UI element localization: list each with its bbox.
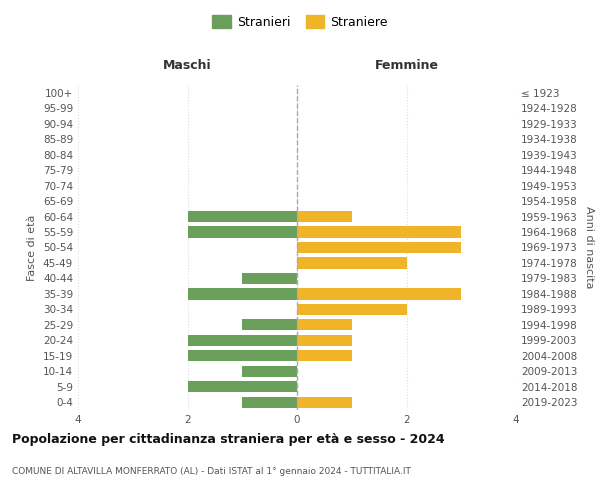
- Bar: [297, 288, 461, 300]
- Y-axis label: Fasce di età: Fasce di età: [28, 214, 37, 280]
- Bar: [297, 396, 352, 408]
- Bar: [242, 320, 297, 330]
- Bar: [188, 350, 297, 362]
- Bar: [297, 320, 352, 330]
- Bar: [188, 335, 297, 346]
- Bar: [297, 304, 407, 315]
- Bar: [188, 211, 297, 222]
- Text: Maschi: Maschi: [163, 60, 212, 72]
- Bar: [242, 366, 297, 377]
- Text: Femmine: Femmine: [374, 60, 439, 72]
- Bar: [188, 288, 297, 300]
- Text: Popolazione per cittadinanza straniera per età e sesso - 2024: Popolazione per cittadinanza straniera p…: [12, 432, 445, 446]
- Legend: Stranieri, Straniere: Stranieri, Straniere: [208, 11, 392, 32]
- Bar: [242, 396, 297, 408]
- Bar: [188, 226, 297, 237]
- Bar: [297, 242, 461, 253]
- Bar: [297, 258, 407, 268]
- Y-axis label: Anni di nascita: Anni di nascita: [584, 206, 594, 288]
- Bar: [297, 226, 461, 237]
- Bar: [297, 350, 352, 362]
- Bar: [297, 211, 352, 222]
- Bar: [188, 381, 297, 392]
- Bar: [242, 273, 297, 284]
- Text: COMUNE DI ALTAVILLA MONFERRATO (AL) - Dati ISTAT al 1° gennaio 2024 - TUTTITALIA: COMUNE DI ALTAVILLA MONFERRATO (AL) - Da…: [12, 468, 411, 476]
- Bar: [297, 335, 352, 346]
